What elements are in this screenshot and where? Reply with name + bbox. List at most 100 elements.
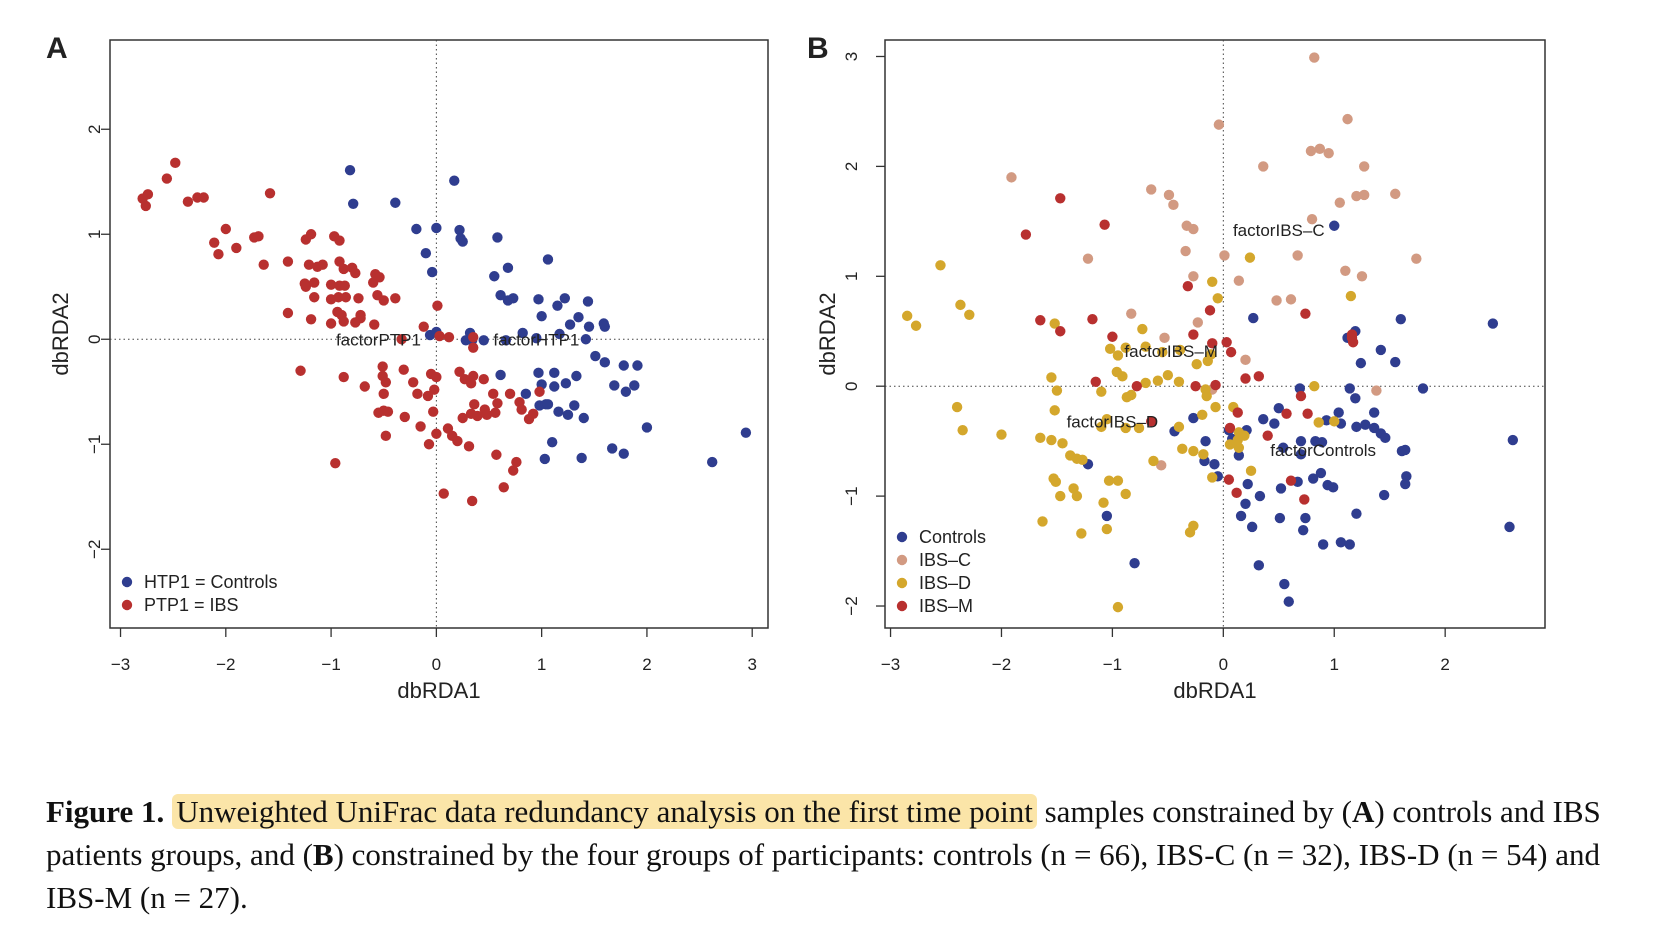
data-point bbox=[533, 294, 544, 305]
y-tick-label: −2 bbox=[85, 540, 104, 559]
data-point bbox=[1071, 490, 1083, 502]
data-point bbox=[1253, 371, 1265, 382]
data-point bbox=[1225, 346, 1237, 358]
data-point bbox=[1271, 295, 1282, 306]
factor-label: factorIBS–D bbox=[1067, 412, 1159, 431]
data-point bbox=[1107, 331, 1118, 342]
data-point bbox=[1269, 418, 1280, 429]
data-point bbox=[1046, 434, 1057, 446]
data-point bbox=[1378, 489, 1390, 501]
data-point bbox=[1104, 343, 1116, 355]
data-point bbox=[1283, 596, 1294, 607]
data-point bbox=[1159, 332, 1170, 344]
data-point bbox=[209, 237, 220, 248]
data-point bbox=[1148, 455, 1159, 467]
data-point bbox=[368, 277, 379, 288]
x-tick-label: −2 bbox=[216, 655, 235, 674]
data-point bbox=[1400, 478, 1411, 490]
x-tick-label: 0 bbox=[1219, 655, 1228, 674]
data-point bbox=[571, 370, 582, 382]
data-point bbox=[378, 295, 389, 306]
data-point bbox=[454, 366, 465, 377]
data-point bbox=[1112, 350, 1124, 361]
series-controls bbox=[1082, 220, 1519, 607]
data-point bbox=[606, 443, 618, 454]
data-point bbox=[1055, 490, 1066, 502]
data-point bbox=[1049, 405, 1060, 416]
data-point bbox=[443, 331, 455, 343]
data-point bbox=[1274, 512, 1286, 524]
data-point bbox=[300, 281, 312, 292]
data-point bbox=[1224, 439, 1236, 450]
data-point bbox=[1305, 145, 1317, 157]
data-point bbox=[1182, 280, 1194, 292]
data-point bbox=[1358, 189, 1370, 201]
data-point bbox=[1129, 557, 1140, 569]
data-point bbox=[1323, 148, 1334, 159]
data-point bbox=[334, 235, 345, 246]
factor-label: factorControls bbox=[1270, 441, 1376, 460]
data-point bbox=[1207, 276, 1218, 287]
data-point bbox=[1278, 442, 1289, 453]
data-point bbox=[325, 318, 337, 329]
data-point bbox=[1344, 539, 1355, 550]
data-point bbox=[422, 390, 434, 402]
data-point bbox=[1112, 475, 1124, 486]
data-point bbox=[1279, 578, 1290, 590]
data-point bbox=[253, 231, 264, 242]
data-point bbox=[1209, 459, 1220, 470]
data-point bbox=[418, 321, 429, 332]
data-point bbox=[468, 342, 479, 353]
data-point bbox=[1344, 383, 1355, 394]
data-point bbox=[539, 453, 551, 465]
plot-frame bbox=[109, 39, 769, 629]
data-point bbox=[140, 200, 151, 212]
y-tick-label: −2 bbox=[842, 596, 861, 615]
data-point bbox=[1258, 413, 1269, 425]
figure-caption: Figure 1. Unweighted UniFrac data redunda… bbox=[46, 790, 1626, 919]
data-point bbox=[1232, 407, 1243, 418]
legend-marker bbox=[896, 600, 908, 612]
y-tick-label: 2 bbox=[85, 125, 104, 134]
x-tick-label: 1 bbox=[537, 655, 546, 674]
data-point bbox=[1174, 344, 1186, 356]
data-point bbox=[576, 452, 587, 464]
plot-frame bbox=[884, 39, 1546, 629]
data-point bbox=[161, 173, 173, 184]
x-tick-label: −3 bbox=[881, 655, 900, 674]
data-point bbox=[1184, 527, 1196, 538]
legend-marker bbox=[896, 554, 908, 566]
data-point bbox=[1294, 383, 1306, 394]
data-point bbox=[1307, 473, 1319, 484]
data-point bbox=[198, 192, 209, 203]
data-point bbox=[620, 386, 632, 397]
data-point bbox=[1239, 430, 1250, 441]
data-point bbox=[353, 293, 364, 304]
data-point bbox=[438, 488, 449, 499]
data-point bbox=[309, 277, 320, 288]
data-point bbox=[468, 331, 479, 343]
data-point bbox=[1240, 373, 1251, 384]
x-axis-title: dbRDA1 bbox=[397, 678, 480, 703]
data-point bbox=[431, 428, 442, 439]
series-ibs-d bbox=[901, 252, 1357, 613]
data-point bbox=[378, 388, 389, 400]
data-point bbox=[1177, 443, 1188, 455]
data-point bbox=[1224, 422, 1236, 434]
data-point bbox=[495, 369, 506, 381]
data-point bbox=[1188, 329, 1199, 340]
y-tick-label: 0 bbox=[85, 335, 104, 344]
data-point bbox=[1233, 442, 1245, 453]
data-point bbox=[1098, 497, 1109, 508]
data-point bbox=[1210, 401, 1221, 413]
data-point bbox=[1020, 229, 1032, 240]
data-point bbox=[182, 196, 194, 207]
data-point bbox=[1306, 213, 1318, 225]
data-point bbox=[423, 439, 435, 450]
data-point bbox=[454, 224, 465, 236]
data-point bbox=[1049, 318, 1060, 329]
data-point bbox=[609, 380, 620, 391]
data-point bbox=[569, 400, 580, 411]
data-point bbox=[1504, 521, 1515, 533]
y-tick-label: −1 bbox=[842, 486, 861, 505]
